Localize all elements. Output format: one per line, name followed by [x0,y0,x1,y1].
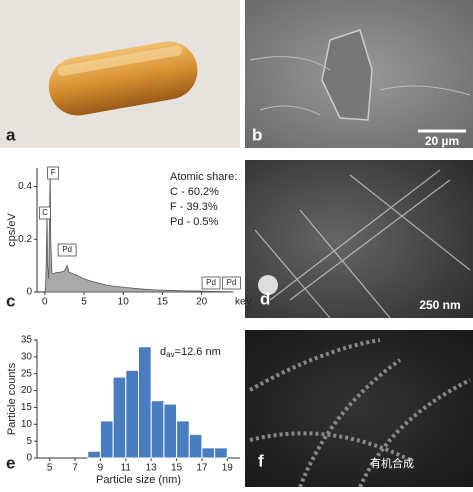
panel-label: d [260,289,270,308]
bar [112,376,127,459]
panel-label: f [258,451,264,470]
y-tick-label: 15 [21,402,33,413]
x-tick-label: 7 [72,463,78,474]
y-axis-label: cps/eV [6,213,18,247]
y-axis-label: Particle counts [6,362,18,435]
panel-label: b [252,125,262,144]
sem-image [245,160,473,318]
peak-label: Pd [227,278,237,287]
bar [188,433,203,459]
x-tick-label: 5 [47,463,53,474]
peak-box [201,276,221,290]
y-tick-label: 10 [21,419,33,430]
bar [150,400,165,459]
scale-label: 20 µm [425,134,459,148]
spectrum [44,167,234,293]
peak-box [39,206,51,220]
peak-label: Pd [62,245,72,254]
x-tick-label: 0 [42,297,48,308]
y-tick-label: 0 [26,453,32,464]
y-tick-label: 35 [21,335,33,346]
annotation: Pd - 0.5% [170,216,219,228]
x-tick-label: 13 [146,463,158,474]
bar [176,420,190,459]
texture [249,56,471,116]
y-tick-label: 20 [21,385,33,396]
y-tick-label: 30 [21,351,33,362]
x-tick-label: 9 [98,463,104,474]
panel-label: e [6,453,15,472]
annotation-part: =12.6 nm [175,346,221,358]
flake [321,29,373,121]
bar [87,450,101,459]
x-tick-label: 10 [118,297,130,308]
sem-image [245,330,473,487]
annotation: C - 60.2% [170,186,219,198]
bar [214,447,228,459]
peak-label: Pd [206,278,216,287]
bar [99,420,114,459]
annotation: F - 39.3% [170,201,218,213]
y-tick-label: 5 [26,436,32,447]
y-tick-label: 0.4 [18,181,32,192]
annotation: dav=12.6 nm [160,346,221,359]
y-tick-label: 0 [26,287,32,298]
texture [249,338,471,488]
peak-label: F [51,168,56,177]
x-tick-label: 11 [121,463,132,474]
peak-box [222,276,241,290]
peak-box [47,166,60,180]
annotation-part: av [166,350,174,359]
x-axis-label: keV [235,297,253,308]
panel-label: a [6,125,16,144]
annotation-part: d [160,346,166,358]
particle [258,275,278,295]
capsule [48,41,198,116]
texture [254,169,471,319]
watermark: 有机合成 [370,456,414,470]
peak-label: C [42,208,48,217]
y-tick-label: 25 [21,368,33,379]
bar [125,369,139,459]
x-axis-label: Particle size (nm) [96,474,181,486]
panel-label: c [6,291,15,310]
x-tick-label: 15 [157,297,169,308]
x-tick-label: 19 [222,463,234,474]
x-tick-label: 17 [196,463,208,474]
annotation: Atomic share: [170,171,237,183]
peak-box [57,243,77,257]
x-tick-label: 20 [196,297,208,308]
y-tick-label: 0.2 [18,234,32,245]
bar [163,403,178,459]
x-tick-label: 15 [171,463,183,474]
bar [138,346,152,459]
x-tick-label: 5 [81,297,87,308]
scale-label: 250 nm [419,298,460,312]
bar [201,447,216,459]
